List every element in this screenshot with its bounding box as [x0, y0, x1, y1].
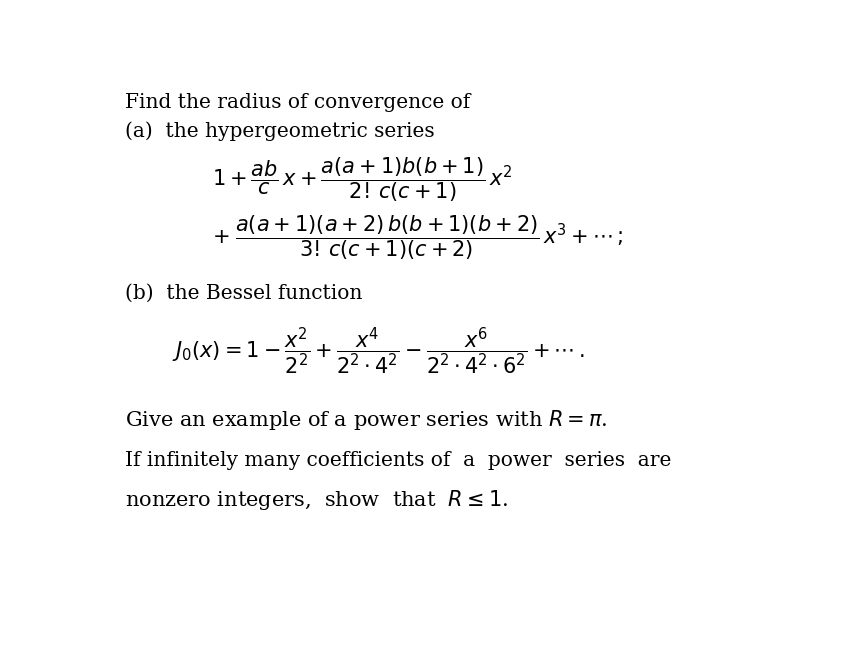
Text: Find the radius of convergence of: Find the radius of convergence of — [125, 93, 470, 112]
Text: Give an example of a power series with $R = \pi$.: Give an example of a power series with $… — [125, 408, 608, 432]
Text: (a)  the hypergeometric series: (a) the hypergeometric series — [125, 121, 434, 141]
Text: (b)  the Bessel function: (b) the Bessel function — [125, 284, 362, 303]
Text: $+ \;\dfrac{a(a+1)(a+2)\,b(b+1)(b+2)}{3!\,c(c+1)(c+2)}\,x^{3} + \cdots\,;$: $+ \;\dfrac{a(a+1)(a+2)\,b(b+1)(b+2)}{3!… — [212, 214, 623, 262]
Text: $1 + \dfrac{ab}{c}\,x + \dfrac{a(a+1)b(b+1)}{2!\,c(c+1)}\,x^{2}$: $1 + \dfrac{ab}{c}\,x + \dfrac{a(a+1)b(b… — [212, 155, 513, 204]
Text: $J_0(x) = 1 - \dfrac{x^{2}}{2^{2}} + \dfrac{x^{4}}{2^{2} \cdot 4^{2}} - \dfrac{x: $J_0(x) = 1 - \dfrac{x^{2}}{2^{2}} + \df… — [172, 326, 585, 377]
Text: If infinitely many coefficients of  a  power  series  are: If infinitely many coefficients of a pow… — [125, 450, 671, 470]
Text: nonzero integers,  show  that  $R \leq 1$.: nonzero integers, show that $R \leq 1$. — [125, 488, 507, 512]
